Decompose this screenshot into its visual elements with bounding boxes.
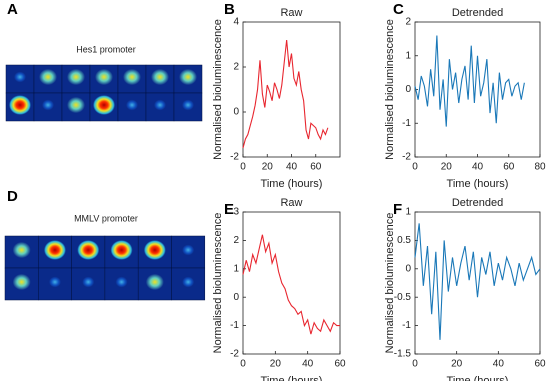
cell-blob bbox=[143, 240, 166, 260]
x-axis-label: Time (hours) bbox=[447, 375, 509, 381]
image-title: Hes1 promoter bbox=[76, 44, 136, 54]
panel-label: D bbox=[7, 188, 18, 205]
y-tick-label: -1 bbox=[402, 320, 411, 331]
x-axis-label: Time (hours) bbox=[261, 375, 323, 381]
x-tick-label: 40 bbox=[493, 359, 505, 370]
image-title: MMLV promoter bbox=[74, 213, 138, 223]
y-tick-label: 0 bbox=[233, 292, 239, 303]
cell-tile bbox=[173, 92, 203, 122]
y-tick-label: 2 bbox=[233, 62, 239, 73]
cell-images bbox=[4, 64, 206, 301]
cell-blob bbox=[67, 68, 85, 86]
x-tick-label: 20 bbox=[262, 162, 274, 173]
y-tick-label: 2 bbox=[233, 235, 239, 246]
data-line bbox=[414, 35, 525, 127]
axes-box bbox=[414, 211, 541, 355]
panel-label: C bbox=[393, 1, 404, 18]
y-tick-label: 0 bbox=[405, 263, 411, 274]
cell-blob bbox=[123, 68, 141, 86]
panel-label: A bbox=[7, 1, 18, 18]
x-axis-label: Time (hours) bbox=[447, 178, 509, 190]
y-tick-label: 0.5 bbox=[397, 235, 411, 246]
y-tick-label: -2 bbox=[402, 152, 411, 163]
cell-tile bbox=[38, 267, 72, 301]
x-tick-label: 20 bbox=[270, 359, 282, 370]
cell-blob bbox=[110, 240, 133, 260]
cell-blob bbox=[67, 96, 85, 114]
x-tick-label: 60 bbox=[334, 359, 346, 370]
panel-label: F bbox=[393, 201, 402, 218]
x-tick-label: 60 bbox=[503, 162, 515, 173]
cell-blob bbox=[179, 68, 197, 86]
x-tick-label: 20 bbox=[441, 162, 453, 173]
cell-blob bbox=[182, 99, 194, 111]
panel-label: B bbox=[224, 1, 235, 18]
y-axis-label: Normalised bioluminescence bbox=[212, 213, 224, 354]
cell-blob bbox=[42, 99, 54, 111]
y-tick-label: 0 bbox=[233, 107, 239, 118]
x-tick-label: 20 bbox=[451, 359, 463, 370]
cell-blob bbox=[48, 276, 61, 288]
cell-blob bbox=[182, 276, 195, 288]
axes-box bbox=[242, 211, 341, 355]
cell-blob bbox=[151, 68, 169, 86]
y-tick-label: -2 bbox=[230, 152, 239, 163]
y-tick-label: 1 bbox=[405, 50, 411, 61]
cell-blob bbox=[39, 68, 57, 86]
x-tick-label: 80 bbox=[534, 162, 546, 173]
panel-label: E bbox=[224, 201, 234, 218]
x-tick-label: 40 bbox=[302, 359, 314, 370]
chart-title: Detrended bbox=[452, 197, 503, 209]
y-tick-label: 1 bbox=[405, 207, 411, 218]
y-tick-label: 2 bbox=[405, 17, 411, 28]
y-axis-label: Normalised bioluminescence bbox=[384, 19, 396, 160]
y-axis-label: Normalised bioluminescence bbox=[212, 19, 224, 160]
cell-blob bbox=[93, 95, 115, 115]
cell-blob bbox=[43, 240, 66, 260]
cell-blob bbox=[115, 276, 128, 288]
y-axis-label: Normalised bioluminescence bbox=[384, 213, 396, 354]
y-tick-label: -2 bbox=[230, 349, 239, 360]
cell-blob bbox=[126, 99, 138, 111]
cell-blob bbox=[95, 68, 113, 86]
x-tick-label: 60 bbox=[534, 359, 546, 370]
cell-blob bbox=[82, 276, 95, 288]
x-tick-label: 40 bbox=[286, 162, 298, 173]
x-tick-label: 40 bbox=[472, 162, 484, 173]
data-line bbox=[242, 39, 329, 149]
cell-blob bbox=[154, 99, 166, 111]
y-tick-label: 3 bbox=[233, 207, 239, 218]
y-tick-label: -1 bbox=[402, 118, 411, 129]
chart-title: Detrended bbox=[452, 7, 503, 19]
x-tick-label: 0 bbox=[412, 162, 418, 173]
cell-blob bbox=[145, 273, 164, 291]
cell-blob bbox=[182, 244, 195, 256]
x-tick-label: 60 bbox=[310, 162, 322, 173]
y-tick-label: -0.5 bbox=[394, 292, 412, 303]
data-line bbox=[414, 223, 541, 340]
cell-blob bbox=[12, 273, 31, 291]
x-tick-label: 0 bbox=[240, 359, 246, 370]
data-line bbox=[242, 234, 340, 335]
cell-blob bbox=[12, 241, 31, 259]
x-tick-label: 0 bbox=[412, 359, 418, 370]
cell-blob bbox=[77, 240, 100, 260]
chart-title: Raw bbox=[280, 7, 302, 19]
x-tick-label: 0 bbox=[240, 162, 246, 173]
y-tick-label: 0 bbox=[405, 84, 411, 95]
cell-blob bbox=[9, 95, 31, 115]
y-tick-label: 1 bbox=[233, 263, 239, 274]
y-tick-label: -1 bbox=[230, 320, 239, 331]
chart-title: Raw bbox=[280, 197, 302, 209]
x-axis-label: Time (hours) bbox=[261, 178, 323, 190]
cell-blob bbox=[14, 71, 26, 83]
y-tick-label: 4 bbox=[233, 17, 239, 28]
y-tick-label: -1.5 bbox=[394, 349, 412, 360]
